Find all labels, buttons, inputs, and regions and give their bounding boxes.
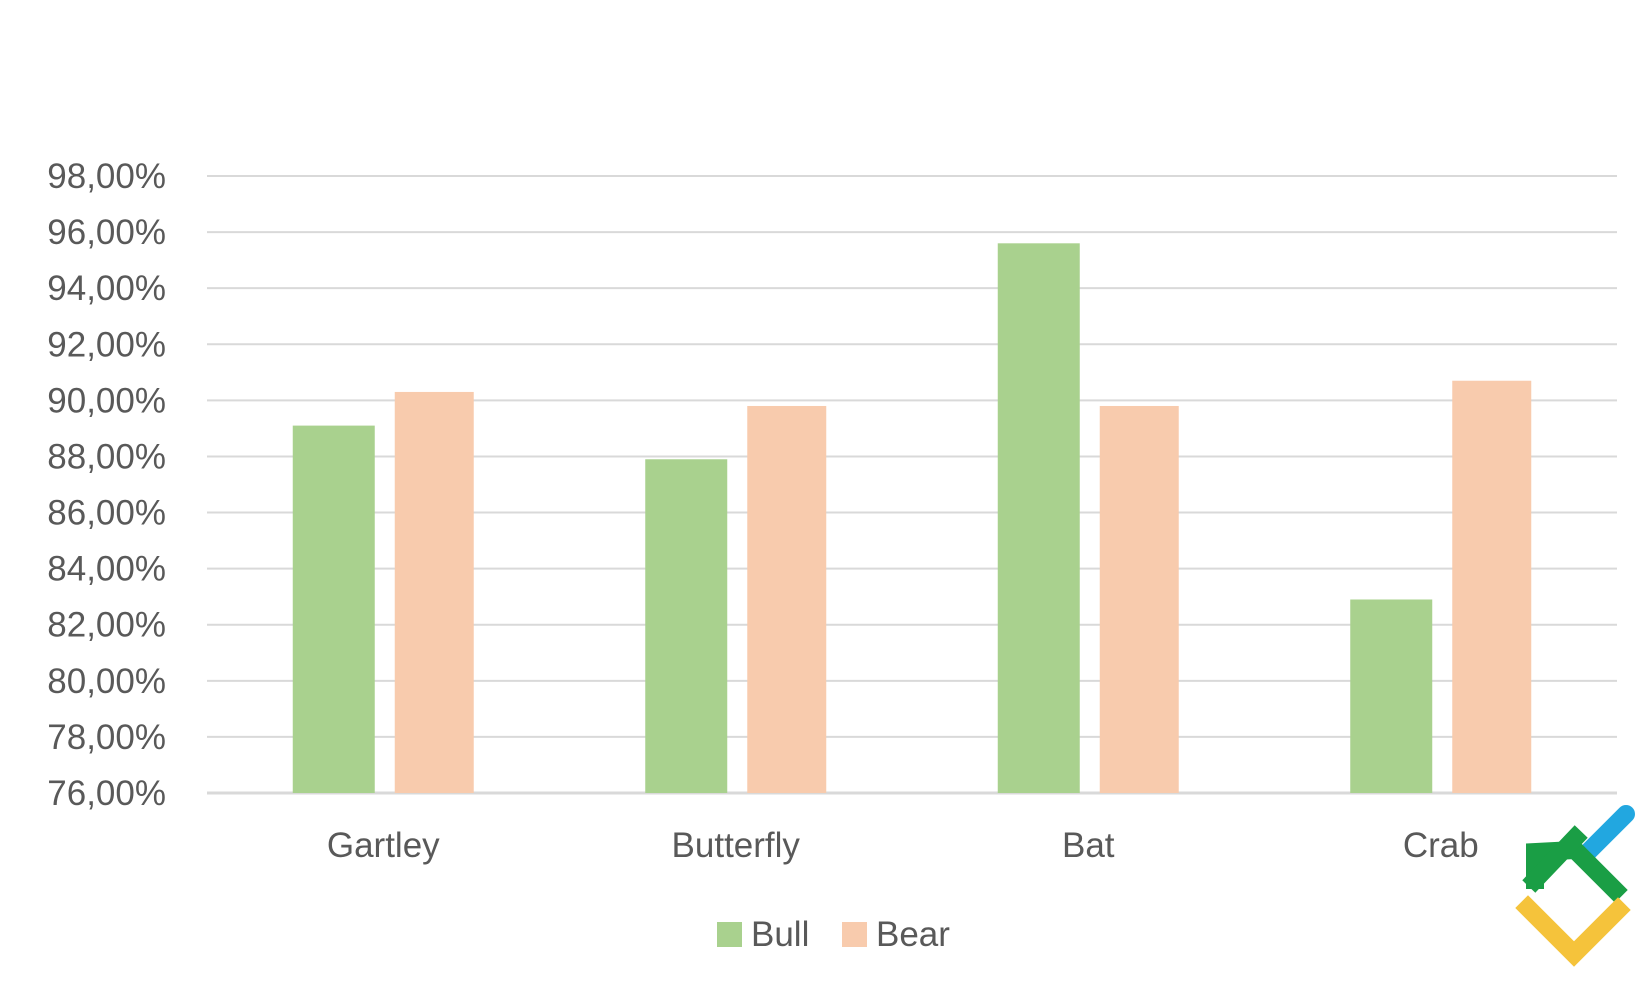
bar-bull-gartley: [292, 425, 375, 793]
y-tick-label: 76,00%: [47, 774, 166, 813]
y-tick-label: 88,00%: [47, 437, 166, 476]
y-tick-label: 86,00%: [47, 494, 166, 533]
y-tick-label: 78,00%: [47, 718, 166, 757]
x-category-label: Butterfly: [672, 826, 801, 865]
logo-blue-stroke: [1575, 805, 1635, 865]
logo-yellow-stroke: [1515, 895, 1631, 967]
bar-bear-crab: [1452, 380, 1532, 793]
x-category-label: Crab: [1403, 826, 1479, 865]
legend-label-bear: Bear: [876, 915, 950, 954]
y-tick-label: 96,00%: [47, 213, 166, 252]
bar-bull-butterfly: [645, 459, 728, 793]
x-category-label: Bat: [1062, 826, 1115, 865]
legend-label-bull: Bull: [751, 915, 809, 954]
y-axis-tick-labels: 76,00% 78,00% 80,00% 82,00% 84,00% 86,00% 88,0…: [47, 157, 166, 813]
y-tick-label: 84,00%: [47, 550, 166, 589]
x-axis-category-labels: Gartley Butterfly Bat Crab: [327, 826, 1479, 865]
legend: Bull Bear: [717, 915, 950, 954]
legend-swatch-bear: [842, 922, 867, 947]
y-tick-label: 90,00%: [47, 381, 166, 420]
brand-logo-icon: [1515, 805, 1635, 967]
legend-swatch-bull: [717, 922, 742, 947]
x-category-label: Gartley: [327, 826, 440, 865]
bar-bull-bat: [997, 243, 1080, 794]
bar-bull-crab: [1350, 599, 1433, 793]
bar-bear-butterfly: [747, 405, 827, 793]
bars: [292, 243, 1532, 794]
y-tick-label: 82,00%: [47, 606, 166, 645]
y-tick-label: 98,00%: [47, 157, 166, 196]
bar-bear-gartley: [394, 391, 474, 793]
y-tick-label: 92,00%: [47, 325, 166, 364]
bar-bear-bat: [1099, 405, 1179, 793]
y-tick-label: 80,00%: [47, 662, 166, 701]
y-tick-label: 94,00%: [47, 269, 166, 308]
logo-green-arrow: [1522, 825, 1588, 893]
